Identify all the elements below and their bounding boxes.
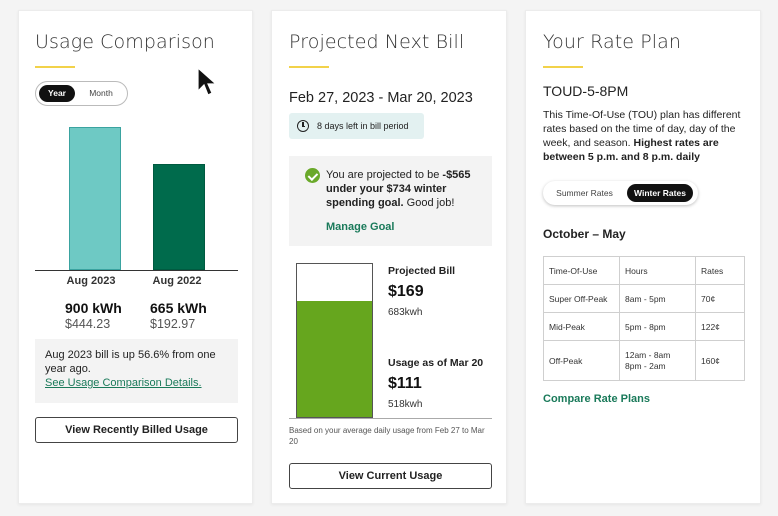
chart-baseline — [35, 270, 238, 271]
season-rate-toggle: Summer Rates Winter Rates — [543, 181, 698, 205]
kwh-aug-2022: 665 kWh — [150, 300, 207, 316]
projected-bill-label: Projected Bill — [388, 265, 456, 277]
days-left-chip: 8 days left in bill period — [289, 113, 424, 139]
usage-amount: $111 — [388, 375, 422, 392]
projected-bill-card: Projected Next Bill Feb 27, 2023 - Mar 2… — [271, 10, 507, 504]
usage-details-link[interactable]: See Usage Comparison Details. — [45, 377, 202, 389]
manage-goal-link[interactable]: Manage Goal — [326, 221, 395, 233]
table-row: Off-Peak 12am - 8am 8pm - 2am 160¢ — [543, 340, 745, 381]
rate-table-header: Time-Of-Use Hours Rates — [543, 256, 745, 285]
toggle-winter-rates[interactable]: Winter Rates — [627, 184, 693, 202]
goal-status-text: You are projected to be -$565 under your… — [326, 168, 486, 210]
usage-kwh: 518kwh — [388, 399, 423, 410]
plan-desc-text: This Time-Of-Use (TOU) plan has differen… — [543, 109, 741, 149]
projected-bill-gauge — [296, 263, 373, 418]
cell-period: Off-Peak — [543, 340, 620, 381]
rate-plan-card: Your Rate Plan TOUD-5-8PM This Time-Of-U… — [525, 10, 761, 504]
cell-hours: 5pm - 8pm — [619, 312, 696, 341]
usage-bar-aug-2022[interactable] — [153, 164, 205, 270]
cell-rate: 122¢ — [695, 312, 745, 341]
col-header-time-of-use: Time-Of-Use — [543, 256, 620, 285]
goal-text-bold: -$565 under your $734 winter spending go… — [326, 169, 471, 209]
table-row: Super Off-Peak 8am - 5pm 70¢ — [543, 284, 745, 313]
col-header-hours: Hours — [619, 256, 696, 285]
goal-text-prefix: You are projected to be — [326, 169, 443, 181]
toggle-month[interactable]: Month — [89, 88, 113, 98]
projected-bill-kwh: 683kwh — [388, 307, 423, 318]
bar-label-aug-2022: Aug 2022 — [152, 275, 202, 287]
cell-hours: 8am - 5pm — [619, 284, 696, 313]
cell-period: Mid-Peak — [543, 312, 620, 341]
projection-footnote: Based on your average daily usage from F… — [289, 426, 485, 446]
cost-aug-2023: $444.23 — [65, 317, 111, 331]
cell-hours: 12am - 8am 8pm - 2am — [619, 340, 696, 381]
title-underline — [289, 66, 329, 68]
card-title: Projected Next Bill — [289, 31, 465, 53]
cell-period: Super Off-Peak — [543, 284, 620, 313]
season-label: October – May — [543, 227, 626, 241]
card-title: Your Rate Plan — [543, 31, 682, 53]
usage-note: Aug 2023 bill is up 56.6% from one year … — [35, 339, 238, 403]
plan-name: TOUD-5-8PM — [543, 83, 629, 99]
goal-status-box: You are projected to be -$565 under your… — [289, 156, 492, 246]
cell-rate: 160¢ — [695, 340, 745, 381]
bar-label-aug-2023: Aug 2023 — [66, 275, 116, 287]
toggle-summer-rates[interactable]: Summer Rates — [556, 188, 613, 198]
kwh-aug-2023: 900 kWh — [65, 300, 122, 316]
plan-desc-highlight: Highest rates are between 5 p.m. and 8 p… — [543, 137, 719, 163]
title-underline — [35, 66, 75, 68]
toggle-year[interactable]: Year — [39, 85, 75, 102]
mouse-pointer-icon — [197, 67, 218, 96]
view-billed-usage-button[interactable]: View Recently Billed Usage — [35, 417, 238, 443]
compare-rate-plans-link[interactable]: Compare Rate Plans — [543, 393, 650, 405]
days-left-text: 8 days left in bill period — [317, 121, 409, 131]
usage-comparison-card: Usage Comparison Year Month Aug 2023 Aug… — [18, 10, 253, 504]
bill-date-range: Feb 27, 2023 - Mar 20, 2023 — [289, 90, 473, 106]
usage-bar-aug-2023[interactable] — [69, 127, 121, 270]
rate-table: Time-Of-Use Hours Rates Super Off-Peak 8… — [543, 256, 745, 381]
goal-text-suffix: Good job! — [403, 197, 455, 209]
cost-aug-2022: $192.97 — [150, 317, 196, 331]
title-underline — [543, 66, 583, 68]
cell-rate: 70¢ — [695, 284, 745, 313]
col-header-rates: Rates — [695, 256, 745, 285]
usage-note-text: Aug 2023 bill is up 56.6% from one year … — [45, 349, 216, 375]
card-title: Usage Comparison — [35, 31, 215, 53]
plan-description: This Time-Of-Use (TOU) plan has differen… — [543, 108, 749, 164]
table-row: Mid-Peak 5pm - 8pm 122¢ — [543, 312, 745, 341]
projected-bill-amount: $169 — [388, 283, 424, 300]
check-circle-icon — [305, 168, 320, 183]
clock-icon — [297, 120, 309, 132]
period-toggle: Year Month — [35, 81, 128, 106]
view-current-usage-button[interactable]: View Current Usage — [289, 463, 492, 489]
gauge-baseline — [289, 418, 492, 419]
current-usage-fill — [297, 301, 372, 417]
usage-as-of-label: Usage as of Mar 20 — [388, 357, 484, 369]
